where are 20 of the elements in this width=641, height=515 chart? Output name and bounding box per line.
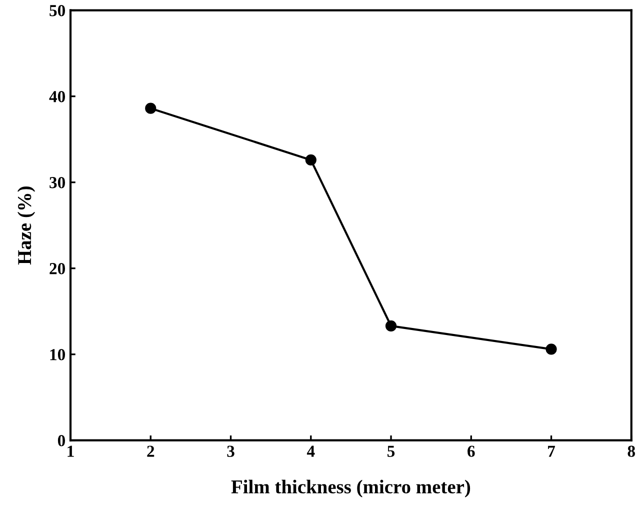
y-axis-title: Haze (%) — [17, 186, 36, 265]
point — [305, 154, 316, 166]
y-tick-label: 40 — [49, 91, 66, 102]
x-tick-label: 5 — [388, 446, 395, 457]
point — [546, 344, 557, 355]
x-tick-label: 4 — [306, 446, 315, 457]
y-tick-label: 20 — [50, 263, 66, 274]
y-tick-label: 0 — [58, 435, 66, 446]
y-tick-label: 30 — [50, 177, 66, 188]
point — [385, 320, 397, 332]
x-tick-label: 3 — [227, 446, 234, 457]
x-tick-label: 2 — [147, 446, 154, 457]
x-tick-label: 6 — [468, 446, 475, 457]
y-tick-label: 10 — [50, 349, 66, 360]
point — [145, 102, 156, 114]
y-tick-label: 50 — [50, 5, 66, 16]
x-tick-label: 7 — [548, 446, 556, 457]
x-tick-label: 1 — [68, 446, 74, 457]
x-axis-title: Film thickness (micro meter) — [231, 480, 470, 498]
x-tick-label: 8 — [628, 446, 635, 457]
